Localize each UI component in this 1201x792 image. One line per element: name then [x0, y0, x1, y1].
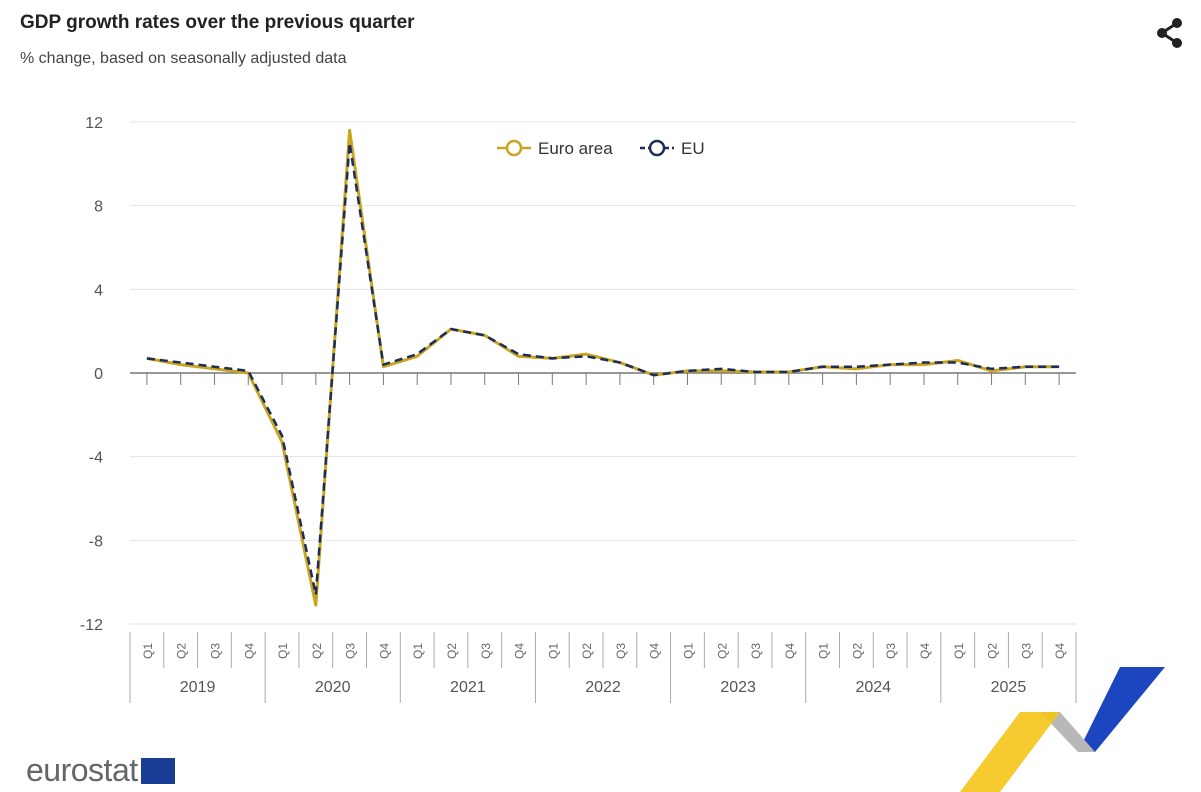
- x-tick-label-quarter: Q3: [344, 643, 358, 659]
- x-tick-label-quarter: Q2: [310, 643, 324, 659]
- x-tick-label-year: 2023: [720, 679, 756, 696]
- x-tick-label-quarter: Q3: [884, 643, 898, 659]
- x-tick-label-quarter: Q2: [580, 643, 594, 659]
- x-tick-label-year: 2021: [450, 679, 486, 696]
- x-tick-label-quarter: Q1: [952, 643, 966, 659]
- x-tick-label-quarter: Q1: [276, 643, 290, 659]
- legend-label: Euro area: [538, 139, 613, 158]
- x-tick-label-quarter: Q3: [1019, 643, 1033, 659]
- x-tick-label-quarter: Q4: [648, 643, 662, 659]
- y-tick-label: -12: [80, 617, 103, 634]
- series-line-euro-area: [146, 128, 1060, 607]
- y-tick-label: 8: [94, 199, 103, 216]
- x-tick-label-quarter: Q4: [377, 643, 391, 659]
- x-tick-label-quarter: Q4: [918, 643, 932, 659]
- x-tick-label-year: 2019: [180, 679, 216, 696]
- x-tick-label-quarter: Q1: [817, 643, 831, 659]
- x-tick-label-quarter: Q4: [242, 643, 256, 659]
- chart-subtitle: % change, based on seasonally adjusted d…: [20, 50, 347, 67]
- legend-marker: [648, 139, 666, 157]
- y-tick-label: 4: [94, 282, 103, 299]
- x-tick-label-quarter: Q1: [411, 643, 425, 659]
- x-tick-label-quarter: Q1: [141, 643, 155, 659]
- y-tick-label: 0: [94, 366, 103, 383]
- x-tick-label-quarter: Q3: [614, 643, 628, 659]
- x-tick-label-quarter: Q3: [208, 643, 222, 659]
- legend-marker: [505, 139, 523, 157]
- x-tick-label-quarter: Q1: [546, 643, 560, 659]
- x-tick-label-quarter: Q2: [850, 643, 864, 659]
- x-tick-label-quarter: Q4: [783, 643, 797, 659]
- x-tick-label-quarter: Q2: [175, 643, 189, 659]
- x-tick-label-quarter: Q2: [715, 643, 729, 659]
- x-tick-label-year: 2020: [315, 679, 351, 696]
- x-tick-label-quarter: Q1: [681, 643, 695, 659]
- share-icon[interactable]: [1153, 16, 1187, 50]
- x-tick-label-quarter: Q3: [479, 643, 493, 659]
- x-tick-label-quarter: Q2: [986, 643, 1000, 659]
- y-tick-label: 12: [85, 115, 103, 132]
- x-tick-label-quarter: Q3: [749, 643, 763, 659]
- eu-flag-icon: [140, 757, 175, 784]
- chart-title: GDP growth rates over the previous quart…: [20, 12, 415, 33]
- x-tick-label-quarter: Q4: [513, 643, 527, 659]
- x-tick-label-quarter: Q4: [1053, 643, 1067, 659]
- logo-text: eurostat: [26, 752, 138, 788]
- x-tick-label-year: 2022: [585, 679, 621, 696]
- eurostat-ribbon-graphic: [960, 667, 1165, 792]
- y-tick-label: -4: [89, 450, 103, 467]
- x-tick-label-year: 2024: [855, 679, 891, 696]
- series-line-eu: [146, 141, 1060, 596]
- legend-label: EU: [681, 139, 705, 158]
- x-tick-label-quarter: Q2: [445, 643, 459, 659]
- y-tick-label: -8: [89, 533, 103, 550]
- x-tick-label-year: 2025: [991, 679, 1027, 696]
- eurostat-logo: eurostat: [26, 752, 175, 789]
